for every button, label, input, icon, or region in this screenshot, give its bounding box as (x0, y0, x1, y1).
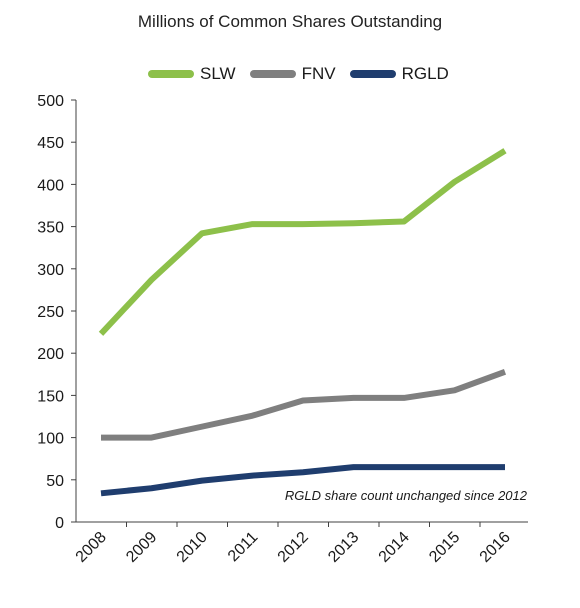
x-tick-label: 2012 (275, 529, 312, 566)
legend-label-fnv: FNV (301, 64, 336, 83)
y-tick-label: 500 (37, 93, 64, 110)
x-tick-label: 2008 (73, 529, 110, 566)
series-line-slw (98, 148, 507, 336)
y-tick-label: 300 (37, 262, 64, 279)
y-tick-label: 50 (46, 473, 64, 490)
y-tick-label: 450 (37, 135, 64, 152)
x-tick-label: 2013 (325, 529, 362, 566)
y-tick-label: 200 (37, 346, 64, 363)
legend-label-slw: SLW (200, 64, 236, 83)
legend: SLW FNV RGLD (148, 64, 449, 84)
legend-item-rgld: RGLD (349, 64, 449, 84)
legend-label-rgld: RGLD (401, 64, 449, 83)
y-tick-label: 350 (37, 220, 64, 237)
y-tick-label: 150 (37, 388, 64, 405)
legend-swatch-fnv (249, 70, 296, 78)
series-line-rgld (100, 464, 505, 497)
legend-swatch-rgld (349, 70, 396, 78)
y-tick-label: 100 (37, 431, 64, 448)
y-tick-label: 0 (55, 515, 64, 532)
y-tick-label: 250 (37, 304, 64, 321)
legend-item-slw: SLW (148, 64, 236, 84)
annotation-text: RGLD share count unchanged since 2012 (285, 488, 528, 503)
y-tick-label: 400 (37, 177, 64, 194)
legend-item-fnv: FNV (249, 64, 336, 84)
series-line-fnv (101, 368, 507, 441)
x-tick-label: 2011 (225, 529, 261, 565)
x-tick-label: 2015 (426, 529, 463, 566)
x-tick-label: 2010 (174, 529, 211, 566)
x-tick-label: 2014 (376, 529, 413, 566)
legend-swatch-slw (148, 70, 194, 78)
x-tick-label: 2016 (477, 529, 514, 566)
chart-title: Millions of Common Shares Outstanding (137, 12, 443, 31)
x-tick-label: 2009 (123, 529, 160, 566)
